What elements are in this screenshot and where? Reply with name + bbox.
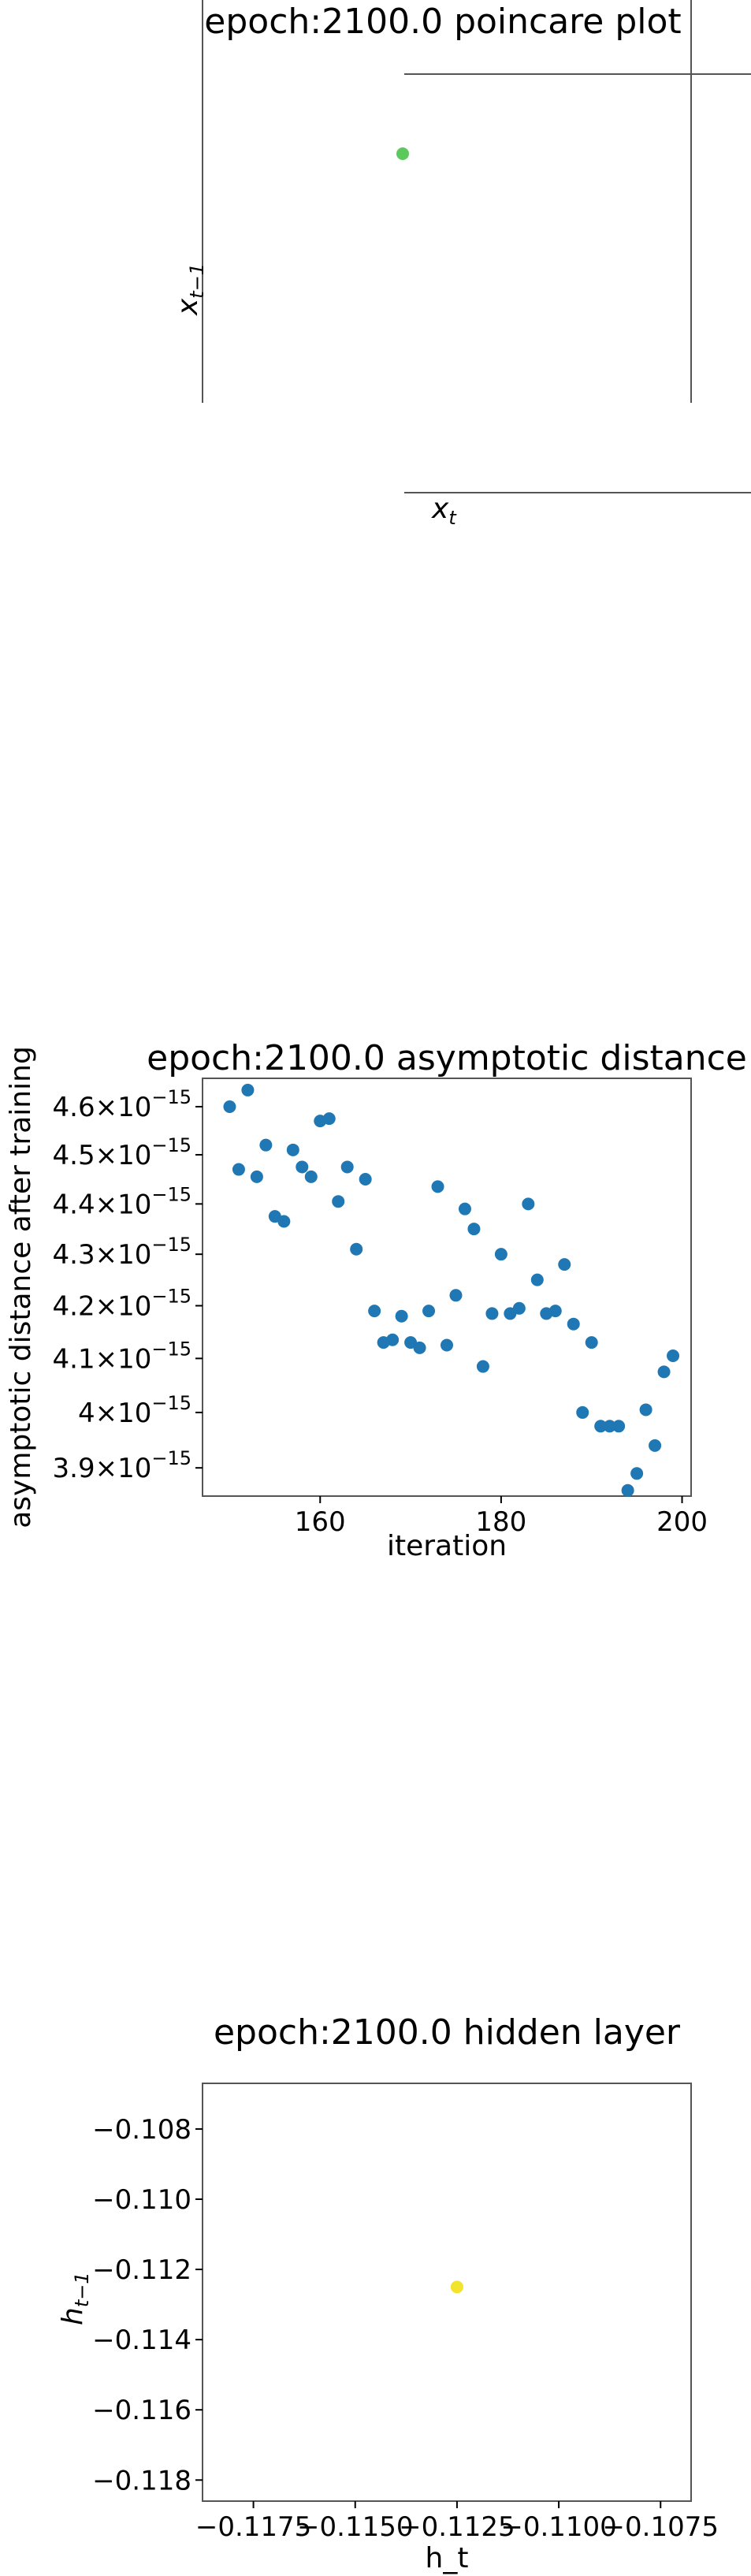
hidden-x-tick-label: −0.1125 <box>399 2511 515 2543</box>
asymptotic-data-point <box>485 1307 499 1320</box>
asymptotic-axes-frame <box>202 1078 692 1497</box>
asymptotic-data-point <box>639 1403 652 1416</box>
poincare-title: epoch:2100.0 poincare plot <box>204 2 681 42</box>
hidden-points <box>450 2280 463 2294</box>
asymptotic-y-tick-label: 4.6×10−15 <box>53 1086 191 1123</box>
hidden-x-tick-label: −0.1075 <box>603 2511 719 2543</box>
asymptotic-plot: epoch:2100.0 asymptotic distance 4.6×10−… <box>5 1038 747 1562</box>
asymptotic-data-point <box>585 1336 598 1349</box>
asymptotic-data-point <box>567 1317 580 1331</box>
asymptotic-data-point <box>649 1439 662 1452</box>
hidden-title: epoch:2100.0 hidden layer <box>214 2012 681 2053</box>
asymptotic-data-point <box>286 1143 299 1156</box>
hidden-axes-frame <box>202 2083 692 2502</box>
asymptotic-y-tick-label: 4.1×10−15 <box>53 1338 191 1375</box>
poincare-ylabel: xt−1 <box>172 263 208 316</box>
hidden-plot: epoch:2100.0 hidden layer −0.108−0.110−0… <box>57 2012 719 2574</box>
poincare-xlabel: xt <box>431 493 457 529</box>
hidden-y-tick-label: −0.114 <box>92 2325 191 2356</box>
hidden-x-ticks: −0.1175−0.1150−0.1125−0.1100−0.1075 <box>195 2501 719 2543</box>
asymptotic-y-tick-label: 4.3×10−15 <box>53 1234 191 1271</box>
asymptotic-xlabel: iteration <box>387 1530 507 1562</box>
hidden-y-tick-label: −0.110 <box>92 2184 191 2216</box>
asymptotic-y-tick-label: 3.9×10−15 <box>53 1447 191 1484</box>
asymptotic-data-point <box>467 1223 481 1236</box>
hidden-y-ticks: −0.108 −0.110 −0.112 −0.114 −0.116 −0.118 <box>92 2114 203 2496</box>
asymptotic-data-point <box>422 1305 436 1318</box>
asymptotic-data-point <box>548 1305 562 1318</box>
asymptotic-y-ticks: 4.6×10−15 4.5×10−15 4.4×10−15 4.3×10−15 4.2×… <box>53 1086 203 1484</box>
asymptotic-y-tick-label: 4×10−15 <box>78 1392 191 1429</box>
asymptotic-data-point <box>441 1338 453 1352</box>
poincare-data-point <box>396 147 409 160</box>
asymptotic-data-point <box>594 1420 608 1433</box>
asymptotic-data-point <box>304 1170 318 1183</box>
asymptotic-data-point <box>458 1202 471 1215</box>
asymptotic-data-point <box>657 1365 671 1379</box>
asymptotic-data-point <box>630 1467 644 1480</box>
asymptotic-x-tick-label: 160 <box>295 1506 346 1538</box>
asymptotic-y-tick-label: 4.5×10−15 <box>53 1134 191 1171</box>
asymptotic-data-point <box>603 1420 616 1433</box>
asymptotic-data-point <box>530 1273 544 1286</box>
asymptotic-x-ticks: 160 180 200 <box>295 1496 708 1538</box>
hidden-y-tick-label: −0.116 <box>92 2395 191 2426</box>
svg-text:xt−1: xt−1 <box>172 263 208 316</box>
asymptotic-data-point <box>413 1341 426 1354</box>
asymptotic-data-point <box>296 1160 309 1174</box>
asymptotic-points <box>223 1083 680 1497</box>
asymptotic-ylabel: asymptotic distance after training <box>5 1046 37 1528</box>
asymptotic-data-point <box>322 1112 336 1126</box>
asymptotic-data-point <box>576 1405 589 1419</box>
hidden-y-tick-label: −0.108 <box>92 2114 191 2146</box>
asymptotic-data-point <box>350 1242 363 1256</box>
hidden-data-point <box>450 2280 463 2294</box>
asymptotic-data-point <box>621 1483 634 1497</box>
asymptotic-data-point <box>476 1360 489 1373</box>
asymptotic-data-point <box>386 1333 400 1346</box>
hidden-x-tick-label: −0.1100 <box>500 2511 616 2543</box>
asymptotic-data-point <box>250 1170 263 1183</box>
asymptotic-data-point <box>232 1163 245 1176</box>
asymptotic-x-tick-label: 180 <box>475 1506 526 1538</box>
asymptotic-data-point <box>512 1301 526 1315</box>
asymptotic-data-point <box>395 1309 408 1323</box>
asymptotic-data-point <box>522 1197 535 1211</box>
asymptotic-y-tick-label: 4.2×10−15 <box>53 1285 191 1322</box>
hidden-ylabel: ht−1 <box>57 2272 93 2325</box>
hidden-y-tick-label: −0.112 <box>92 2254 191 2286</box>
hidden-y-tick-label: −0.118 <box>92 2465 191 2496</box>
asymptotic-data-point <box>494 1248 507 1261</box>
asymptotic-data-point <box>667 1349 680 1362</box>
hidden-x-tick-label: −0.1150 <box>297 2511 413 2543</box>
asymptotic-x-tick-label: 200 <box>656 1506 708 1538</box>
asymptotic-data-point <box>558 1258 571 1271</box>
asymptotic-data-point <box>259 1138 273 1152</box>
hidden-x-tick-label: −0.1175 <box>195 2511 311 2543</box>
asymptotic-y-tick-label: 4.4×10−15 <box>53 1183 191 1220</box>
asymptotic-data-point <box>241 1083 255 1096</box>
asymptotic-data-point <box>368 1305 381 1318</box>
asymptotic-title: epoch:2100.0 asymptotic distance <box>147 1038 747 1078</box>
asymptotic-data-point <box>359 1172 372 1186</box>
asymptotic-data-point <box>612 1420 626 1433</box>
asymptotic-data-point <box>449 1289 463 1302</box>
svg-text:ht−1: ht−1 <box>57 2272 93 2325</box>
asymptotic-data-point <box>223 1100 236 1113</box>
asymptotic-data-point <box>431 1180 444 1193</box>
hidden-xlabel: h_t <box>426 2542 469 2574</box>
asymptotic-data-point <box>332 1195 345 1208</box>
asymptotic-data-point <box>277 1215 291 1228</box>
asymptotic-data-point <box>340 1160 354 1174</box>
poincare-plot: epoch:2100.0 poincare plot xt xt−1 <box>172 0 751 529</box>
